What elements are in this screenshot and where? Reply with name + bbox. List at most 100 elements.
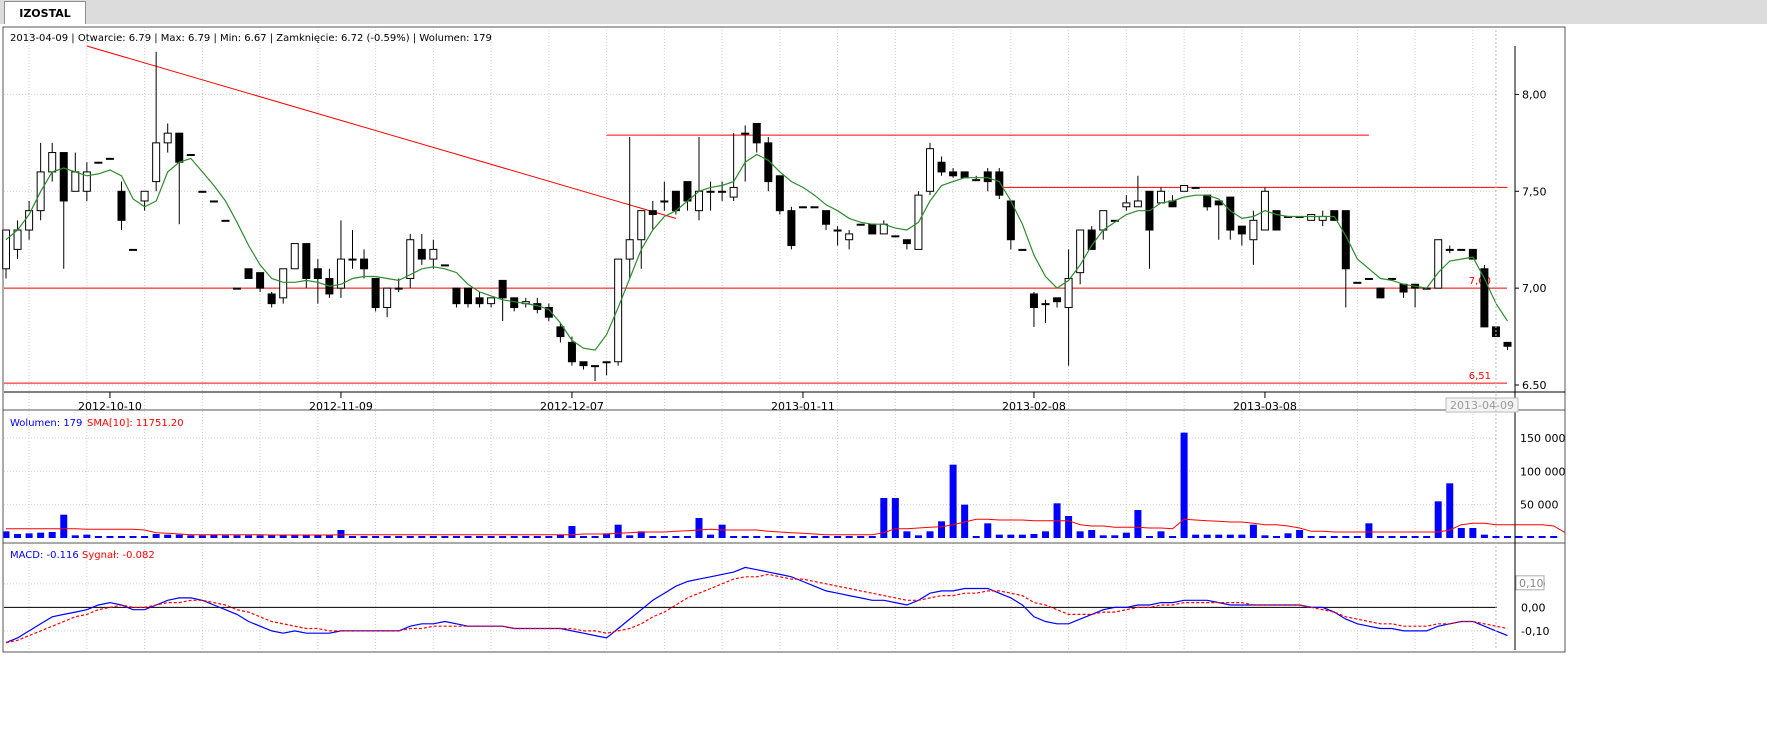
volume-bar xyxy=(707,534,715,538)
candle xyxy=(1330,210,1339,221)
volume-bar xyxy=(210,534,218,538)
volume-bar xyxy=(1550,536,1558,538)
volume-bar xyxy=(545,536,553,538)
chart-background xyxy=(0,24,1767,739)
candle xyxy=(129,248,138,251)
volume-bar xyxy=(556,534,564,538)
candle xyxy=(1353,281,1362,284)
macd-panel xyxy=(4,566,1508,644)
volume-bar xyxy=(637,531,645,538)
candle xyxy=(25,210,34,231)
volume-bar xyxy=(857,536,865,538)
candle xyxy=(198,190,207,193)
volume-bar xyxy=(118,536,125,538)
volume-bar xyxy=(903,531,911,538)
chart-area[interactable]: 7,00 6,51 6.50 7,00 7,50 8,00 50 000 100 000 15… xyxy=(0,24,1767,739)
volume-bar xyxy=(1319,536,1327,538)
volume-label: Wolumen: 179 xyxy=(10,418,82,429)
chart-border xyxy=(2,26,1566,653)
volume-bar xyxy=(302,535,310,538)
volume-bar xyxy=(1446,483,1454,538)
volume-bar xyxy=(1365,523,1373,538)
candle xyxy=(995,171,1004,196)
candle xyxy=(752,122,761,144)
candle xyxy=(1064,277,1073,309)
candle xyxy=(117,190,126,221)
candle xyxy=(1399,283,1408,293)
volume-bar xyxy=(487,536,495,538)
volume-bar xyxy=(129,536,137,538)
volume-bar xyxy=(83,534,91,538)
candle xyxy=(845,233,854,241)
candle xyxy=(186,153,195,156)
volume-bar xyxy=(1238,534,1246,538)
candle xyxy=(706,190,715,193)
volume-bar xyxy=(660,536,668,538)
candle xyxy=(498,279,507,299)
volume-bar xyxy=(926,531,934,538)
volume-bar xyxy=(949,464,957,538)
candle xyxy=(221,219,230,222)
volume-bar xyxy=(753,536,761,538)
volume-bar xyxy=(1261,535,1269,538)
volume-bar xyxy=(961,504,969,538)
volume-bar xyxy=(441,536,449,538)
x-tick-label: 2012-12-07 xyxy=(540,400,604,413)
volume-bar xyxy=(799,536,807,538)
volume-bar xyxy=(1145,536,1153,538)
candle xyxy=(741,132,750,135)
candle xyxy=(383,287,392,309)
tab-izostal[interactable]: IZOSTAL xyxy=(4,1,86,24)
volume-bar xyxy=(533,536,541,538)
x-tick-label: 2013-01-11 xyxy=(771,400,835,413)
volume-bar xyxy=(787,536,795,538)
volume-bar xyxy=(37,532,45,538)
candle xyxy=(233,287,241,290)
volume-bar xyxy=(1388,536,1396,538)
candle xyxy=(1087,229,1096,250)
volume-bar xyxy=(1353,536,1361,538)
candle xyxy=(949,171,958,177)
x-tick-label: 2013-03-08 xyxy=(1233,400,1297,413)
volume-bar xyxy=(418,536,426,538)
candle xyxy=(440,264,449,267)
volume-bar xyxy=(187,535,195,538)
volume-bar xyxy=(1169,536,1177,538)
volume-bar xyxy=(314,535,322,538)
candle xyxy=(926,148,934,192)
last-date-box xyxy=(1445,397,1519,413)
volume-bar xyxy=(1122,532,1130,538)
volume-bar xyxy=(1018,534,1026,538)
candle xyxy=(348,258,357,261)
volume-sma-label: SMA[10]: 11751.20 xyxy=(87,418,184,429)
candle xyxy=(487,297,496,305)
volume-bar xyxy=(811,536,818,538)
candle xyxy=(544,307,553,318)
volume-bar xyxy=(60,514,68,538)
volume-bar xyxy=(522,536,530,538)
price-info-text: 2013-04-09 | Otwarcie: 6.79 | Max: 6.79 … xyxy=(10,33,492,44)
volume-bar xyxy=(14,534,22,538)
candle xyxy=(1053,297,1062,303)
candle xyxy=(94,161,103,164)
volume-bar xyxy=(1469,528,1477,538)
candle xyxy=(152,142,161,183)
volume-bar xyxy=(1284,533,1292,538)
candle xyxy=(71,171,80,192)
candle xyxy=(429,248,438,260)
volume-bar xyxy=(476,536,484,538)
volume-bar xyxy=(268,535,276,538)
volume-bar xyxy=(764,536,772,538)
candle xyxy=(256,272,265,289)
volume-bar xyxy=(1099,535,1107,538)
volume-bar xyxy=(1515,536,1523,538)
volume-bar xyxy=(822,536,830,538)
candle xyxy=(833,229,842,232)
candle xyxy=(1191,186,1200,189)
candle xyxy=(313,268,322,279)
volume-bar xyxy=(349,536,356,538)
volume-bar xyxy=(1111,535,1119,538)
candle xyxy=(302,243,311,279)
x-tick-label: 2012-11-09 xyxy=(309,400,373,413)
price-ma-line xyxy=(5,153,1509,351)
